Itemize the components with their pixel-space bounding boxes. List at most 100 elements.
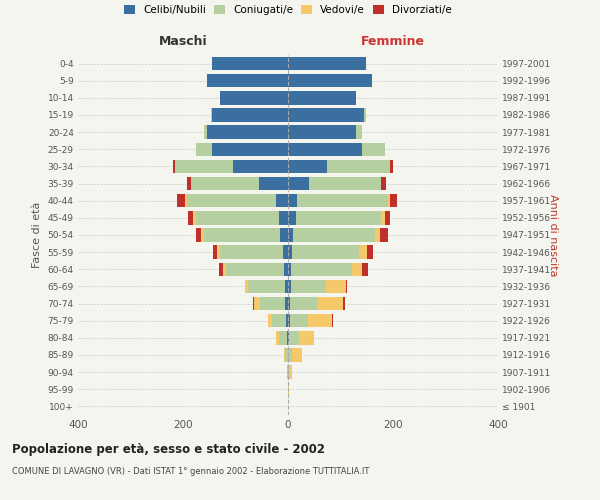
Bar bbox=[288, 262, 291, 276]
Bar bbox=[361, 142, 385, 156]
Bar bbox=[277, 194, 288, 207]
Bar bbox=[278, 211, 288, 224]
Bar bbox=[286, 280, 288, 293]
Bar bbox=[196, 228, 202, 241]
Bar bbox=[213, 246, 217, 259]
Bar bbox=[185, 194, 187, 207]
Bar bbox=[309, 177, 382, 190]
Bar bbox=[212, 142, 288, 156]
Bar bbox=[173, 160, 175, 173]
Bar bbox=[268, 314, 272, 328]
Bar bbox=[288, 194, 298, 207]
Bar bbox=[253, 297, 254, 310]
Bar bbox=[290, 297, 317, 310]
Bar bbox=[292, 246, 359, 259]
Bar bbox=[291, 262, 352, 276]
Bar bbox=[356, 126, 361, 139]
Bar bbox=[288, 108, 364, 122]
Bar bbox=[359, 246, 367, 259]
Bar bbox=[196, 142, 212, 156]
Bar bbox=[196, 211, 278, 224]
Bar bbox=[288, 280, 290, 293]
Y-axis label: Anni di nascita: Anni di nascita bbox=[548, 194, 559, 276]
Bar bbox=[296, 211, 381, 224]
Bar bbox=[279, 331, 287, 344]
Bar bbox=[272, 314, 286, 328]
Bar bbox=[288, 142, 361, 156]
Bar bbox=[284, 348, 286, 362]
Bar bbox=[223, 262, 226, 276]
Bar bbox=[317, 297, 343, 310]
Y-axis label: Fasce di età: Fasce di età bbox=[32, 202, 42, 268]
Bar bbox=[187, 194, 277, 207]
Bar bbox=[259, 177, 288, 190]
Bar bbox=[292, 348, 302, 362]
Bar bbox=[175, 160, 233, 173]
Bar bbox=[212, 108, 288, 122]
Bar bbox=[391, 160, 393, 173]
Bar bbox=[326, 280, 346, 293]
Bar bbox=[226, 262, 284, 276]
Bar bbox=[374, 228, 380, 241]
Bar bbox=[260, 297, 286, 310]
Bar bbox=[362, 262, 368, 276]
Bar bbox=[286, 297, 288, 310]
Bar bbox=[308, 314, 332, 328]
Bar bbox=[202, 228, 204, 241]
Bar bbox=[288, 331, 289, 344]
Text: Popolazione per età, sesso e stato civile - 2002: Popolazione per età, sesso e stato civil… bbox=[12, 442, 325, 456]
Bar bbox=[288, 314, 290, 328]
Bar bbox=[290, 280, 326, 293]
Bar bbox=[381, 211, 385, 224]
Text: Maschi: Maschi bbox=[158, 35, 208, 48]
Bar bbox=[288, 74, 372, 88]
Bar bbox=[288, 228, 293, 241]
Text: Femmine: Femmine bbox=[361, 35, 425, 48]
Bar bbox=[284, 262, 288, 276]
Bar bbox=[288, 211, 296, 224]
Bar bbox=[245, 280, 248, 293]
Bar bbox=[219, 262, 223, 276]
Bar bbox=[212, 57, 288, 70]
Bar bbox=[299, 331, 314, 344]
Bar bbox=[293, 228, 374, 241]
Bar bbox=[277, 331, 279, 344]
Bar bbox=[217, 246, 220, 259]
Bar bbox=[206, 74, 288, 88]
Bar bbox=[382, 177, 386, 190]
Bar bbox=[385, 211, 391, 224]
Bar bbox=[280, 228, 288, 241]
Bar bbox=[286, 314, 288, 328]
Text: COMUNE DI LAVAGNO (VR) - Dati ISTAT 1° gennaio 2002 - Elaborazione TUTTITALIA.IT: COMUNE DI LAVAGNO (VR) - Dati ISTAT 1° g… bbox=[12, 468, 370, 476]
Bar bbox=[288, 366, 289, 379]
Bar bbox=[233, 160, 288, 173]
Bar bbox=[288, 246, 292, 259]
Legend: Celibi/Nubili, Coniugati/e, Vedovi/e, Divorziati/e: Celibi/Nubili, Coniugati/e, Vedovi/e, Di… bbox=[124, 5, 452, 15]
Bar bbox=[288, 91, 356, 104]
Bar bbox=[288, 177, 309, 190]
Bar bbox=[283, 246, 288, 259]
Bar bbox=[288, 160, 328, 173]
Bar bbox=[288, 57, 366, 70]
Bar bbox=[290, 314, 308, 328]
Bar bbox=[206, 126, 288, 139]
Bar bbox=[204, 126, 206, 139]
Bar bbox=[220, 246, 283, 259]
Bar bbox=[343, 297, 345, 310]
Bar bbox=[254, 297, 260, 310]
Bar bbox=[328, 160, 391, 173]
Bar bbox=[288, 297, 290, 310]
Bar bbox=[367, 246, 373, 259]
Bar bbox=[287, 331, 288, 344]
Bar bbox=[248, 280, 286, 293]
Bar bbox=[188, 211, 193, 224]
Bar bbox=[380, 228, 388, 241]
Bar bbox=[346, 280, 347, 293]
Bar bbox=[289, 366, 292, 379]
Bar bbox=[352, 262, 362, 276]
Bar bbox=[193, 211, 196, 224]
Bar bbox=[204, 228, 280, 241]
Bar bbox=[187, 177, 191, 190]
Bar bbox=[289, 331, 299, 344]
Bar bbox=[391, 194, 397, 207]
